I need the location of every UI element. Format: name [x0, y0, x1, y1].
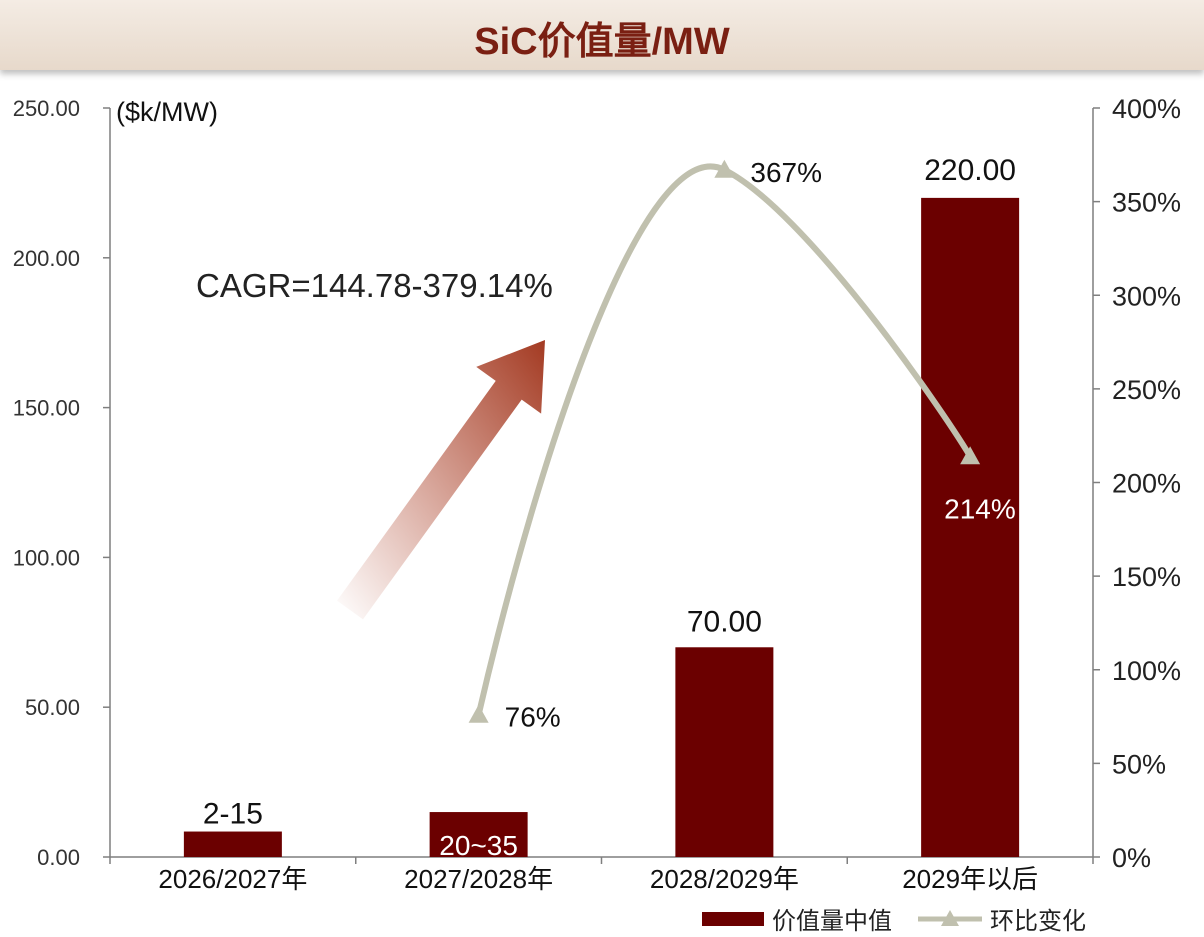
line-marker — [960, 446, 981, 465]
line-marker — [714, 159, 735, 178]
bar-data-label: 2-15 — [203, 798, 263, 831]
right-tick-label: 350% — [1112, 188, 1181, 218]
legend-line-label: 环比变化 — [990, 908, 1086, 935]
right-tick-label: 250% — [1112, 375, 1181, 405]
right-tick-label: 100% — [1112, 656, 1181, 686]
x-tick-label: 2028/2029年 — [650, 864, 799, 894]
right-tick-label: 400% — [1112, 94, 1181, 124]
left-tick-label: 50.00 — [25, 695, 80, 720]
left-tick-label: 100.00 — [13, 545, 80, 570]
title-banner: SiC价值量/MW — [0, 0, 1204, 70]
bar-data-label: 70.00 — [687, 605, 762, 638]
line-marker — [468, 704, 489, 723]
right-tick-label: 200% — [1112, 469, 1181, 499]
left-tick-label: 200.00 — [13, 246, 80, 271]
legend-bar-swatch — [702, 912, 764, 926]
right-tick-label: 150% — [1112, 562, 1181, 592]
legend-line-marker — [941, 910, 959, 926]
left-tick-label: 150.00 — [13, 396, 80, 421]
bar — [429, 812, 528, 857]
x-tick-label: 2026/2027年 — [158, 864, 307, 894]
bar — [183, 831, 282, 857]
right-tick-label: 50% — [1112, 749, 1166, 779]
chart-title: SiC价值量/MW — [474, 21, 730, 63]
bar-data-label: 220.00 — [924, 154, 1016, 187]
legend-bar-label: 价值量中值 — [772, 908, 892, 935]
left-tick-label: 250.00 — [13, 96, 80, 121]
bar-data-label: 20~35 — [439, 830, 518, 861]
y-axis-label: ($k/MW) — [116, 97, 218, 127]
line-data-label: 214% — [944, 493, 1016, 524]
right-tick-label: 0% — [1112, 843, 1151, 873]
right-tick-label: 300% — [1112, 281, 1181, 311]
line-data-label: 76% — [505, 702, 561, 733]
x-tick-label: 2027/2028年 — [404, 864, 553, 894]
x-tick-label: 2029年以后 — [902, 864, 1038, 894]
line-data-label: 367% — [750, 157, 822, 188]
cagr-annotation: CAGR=144.78-379.14% — [196, 267, 553, 304]
cagr-arrow — [337, 340, 545, 620]
bar — [921, 197, 1020, 857]
series-line — [475, 163, 974, 718]
left-tick-label: 0.00 — [37, 845, 80, 870]
bar — [675, 647, 774, 857]
